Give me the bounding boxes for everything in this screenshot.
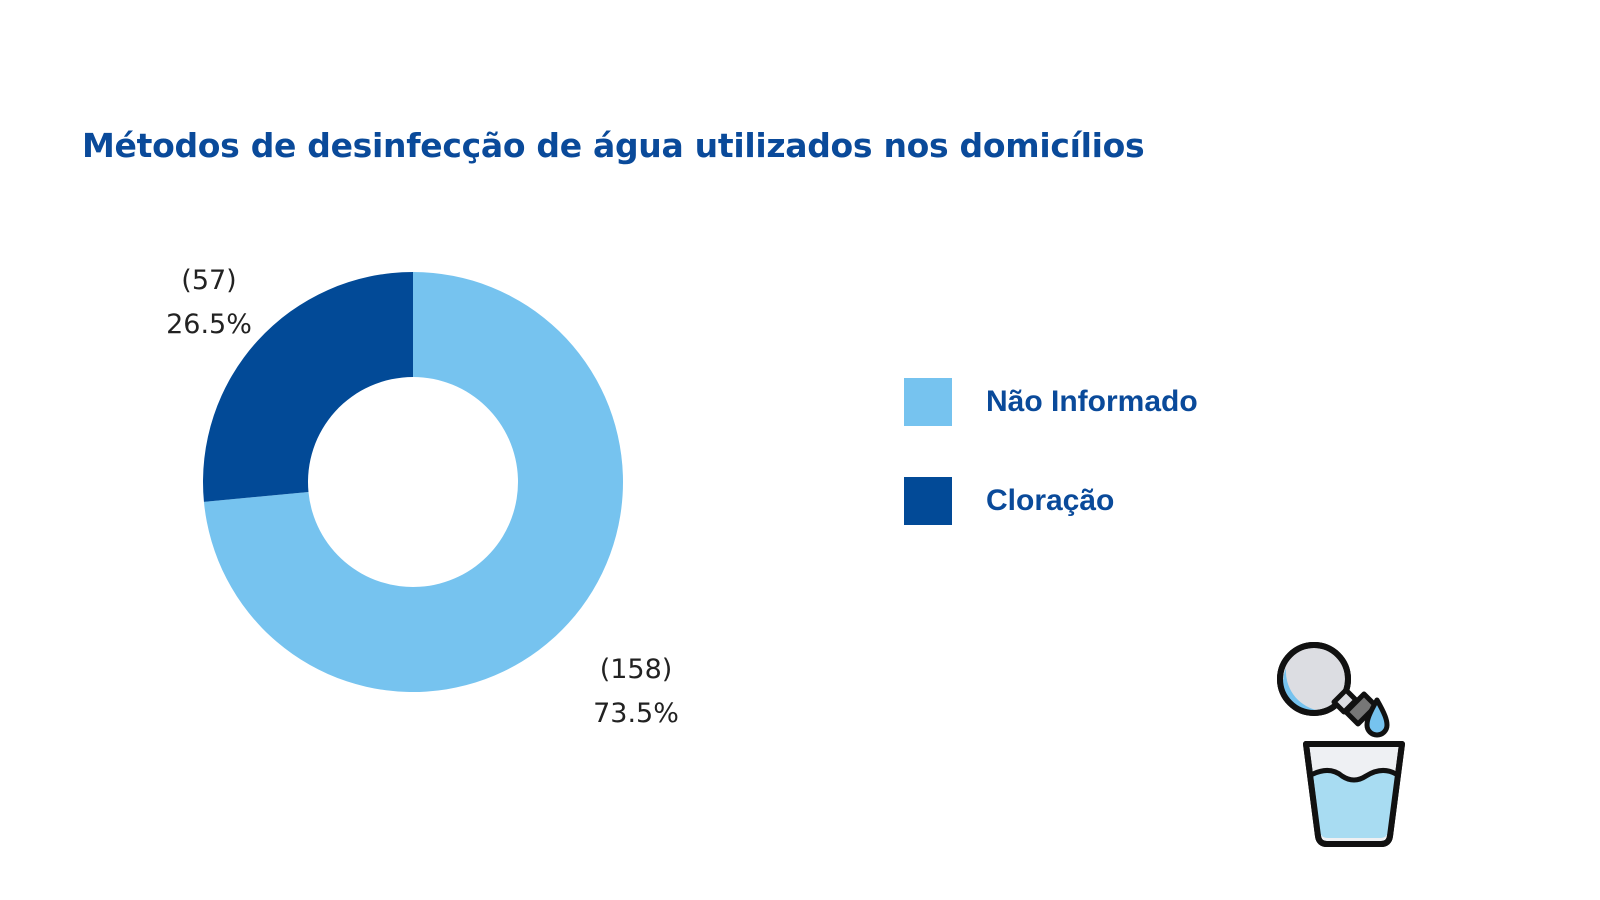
donut-slice-cloracao	[203, 272, 413, 502]
water-bottle-pouring-into-glass-icon	[1277, 642, 1405, 847]
donut-chart	[203, 272, 624, 692]
chart-title: Métodos de desinfecção de água utilizado…	[82, 126, 1145, 165]
legend-label: Cloração	[986, 484, 1115, 517]
donut-slice-nao-informado	[203, 272, 624, 692]
chart-legend: Não Informado Cloração	[904, 378, 1198, 576]
legend-swatch	[904, 477, 952, 525]
legend-label: Não Informado	[986, 385, 1198, 418]
slice-label-cloracao: (57) 26.5%	[129, 259, 289, 347]
legend-item-cloracao: Cloração	[904, 477, 1198, 525]
legend-swatch	[904, 378, 952, 426]
slice-percent-label: 73.5%	[593, 698, 679, 729]
slice-percent-label: 26.5%	[166, 309, 252, 340]
slice-count-label: (158)	[599, 654, 673, 685]
legend-item-nao-informado: Não Informado	[904, 378, 1198, 426]
slice-count-label: (57)	[181, 265, 237, 296]
slice-label-nao-informado: (158) 73.5%	[556, 648, 716, 736]
